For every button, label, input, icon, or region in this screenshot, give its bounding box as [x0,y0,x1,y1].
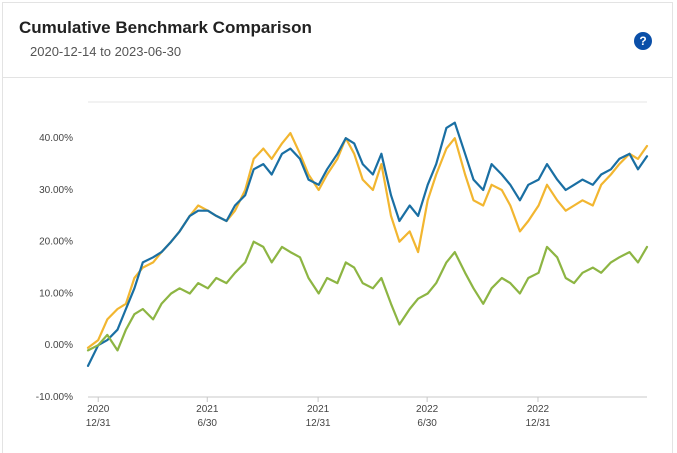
x-tick-year: 2020 [87,404,110,415]
x-tick-year: 2021 [307,404,330,415]
y-tick-label: 20.00% [39,237,73,248]
y-tick-label: 0.00% [45,340,73,351]
y-tick-label: 30.00% [39,185,73,196]
x-tick-year: 2022 [416,404,439,415]
date-range: 2020-12-14 to 2023-06-30 [30,44,182,59]
y-tick-label: -10.00% [36,392,73,403]
x-tick-period: 6/30 [198,418,218,429]
chart-title: Cumulative Benchmark Comparison [19,18,312,37]
question-icon[interactable]: ? [634,32,652,50]
chart-series [86,121,649,367]
y-tick-label: 10.00% [39,288,73,299]
x-tick-period: 12/31 [86,418,111,429]
y-tick-label: 40.00% [39,133,73,144]
x-tick-period: 12/31 [525,418,550,429]
x-tick-period: 12/31 [306,418,331,429]
x-tick-period: 6/30 [417,418,437,429]
series-line-2 [86,121,649,367]
chart-axes: -10.00% 0.00% 10.00% 20.00% 30.00% 40.00% 2020… [36,101,647,429]
x-tick-year: 2022 [527,404,550,415]
series-line-3 [86,240,649,352]
x-tick-year: 2021 [196,404,219,415]
card-header: Cumulative Benchmark Comparison 2020-12-… [3,3,672,78]
